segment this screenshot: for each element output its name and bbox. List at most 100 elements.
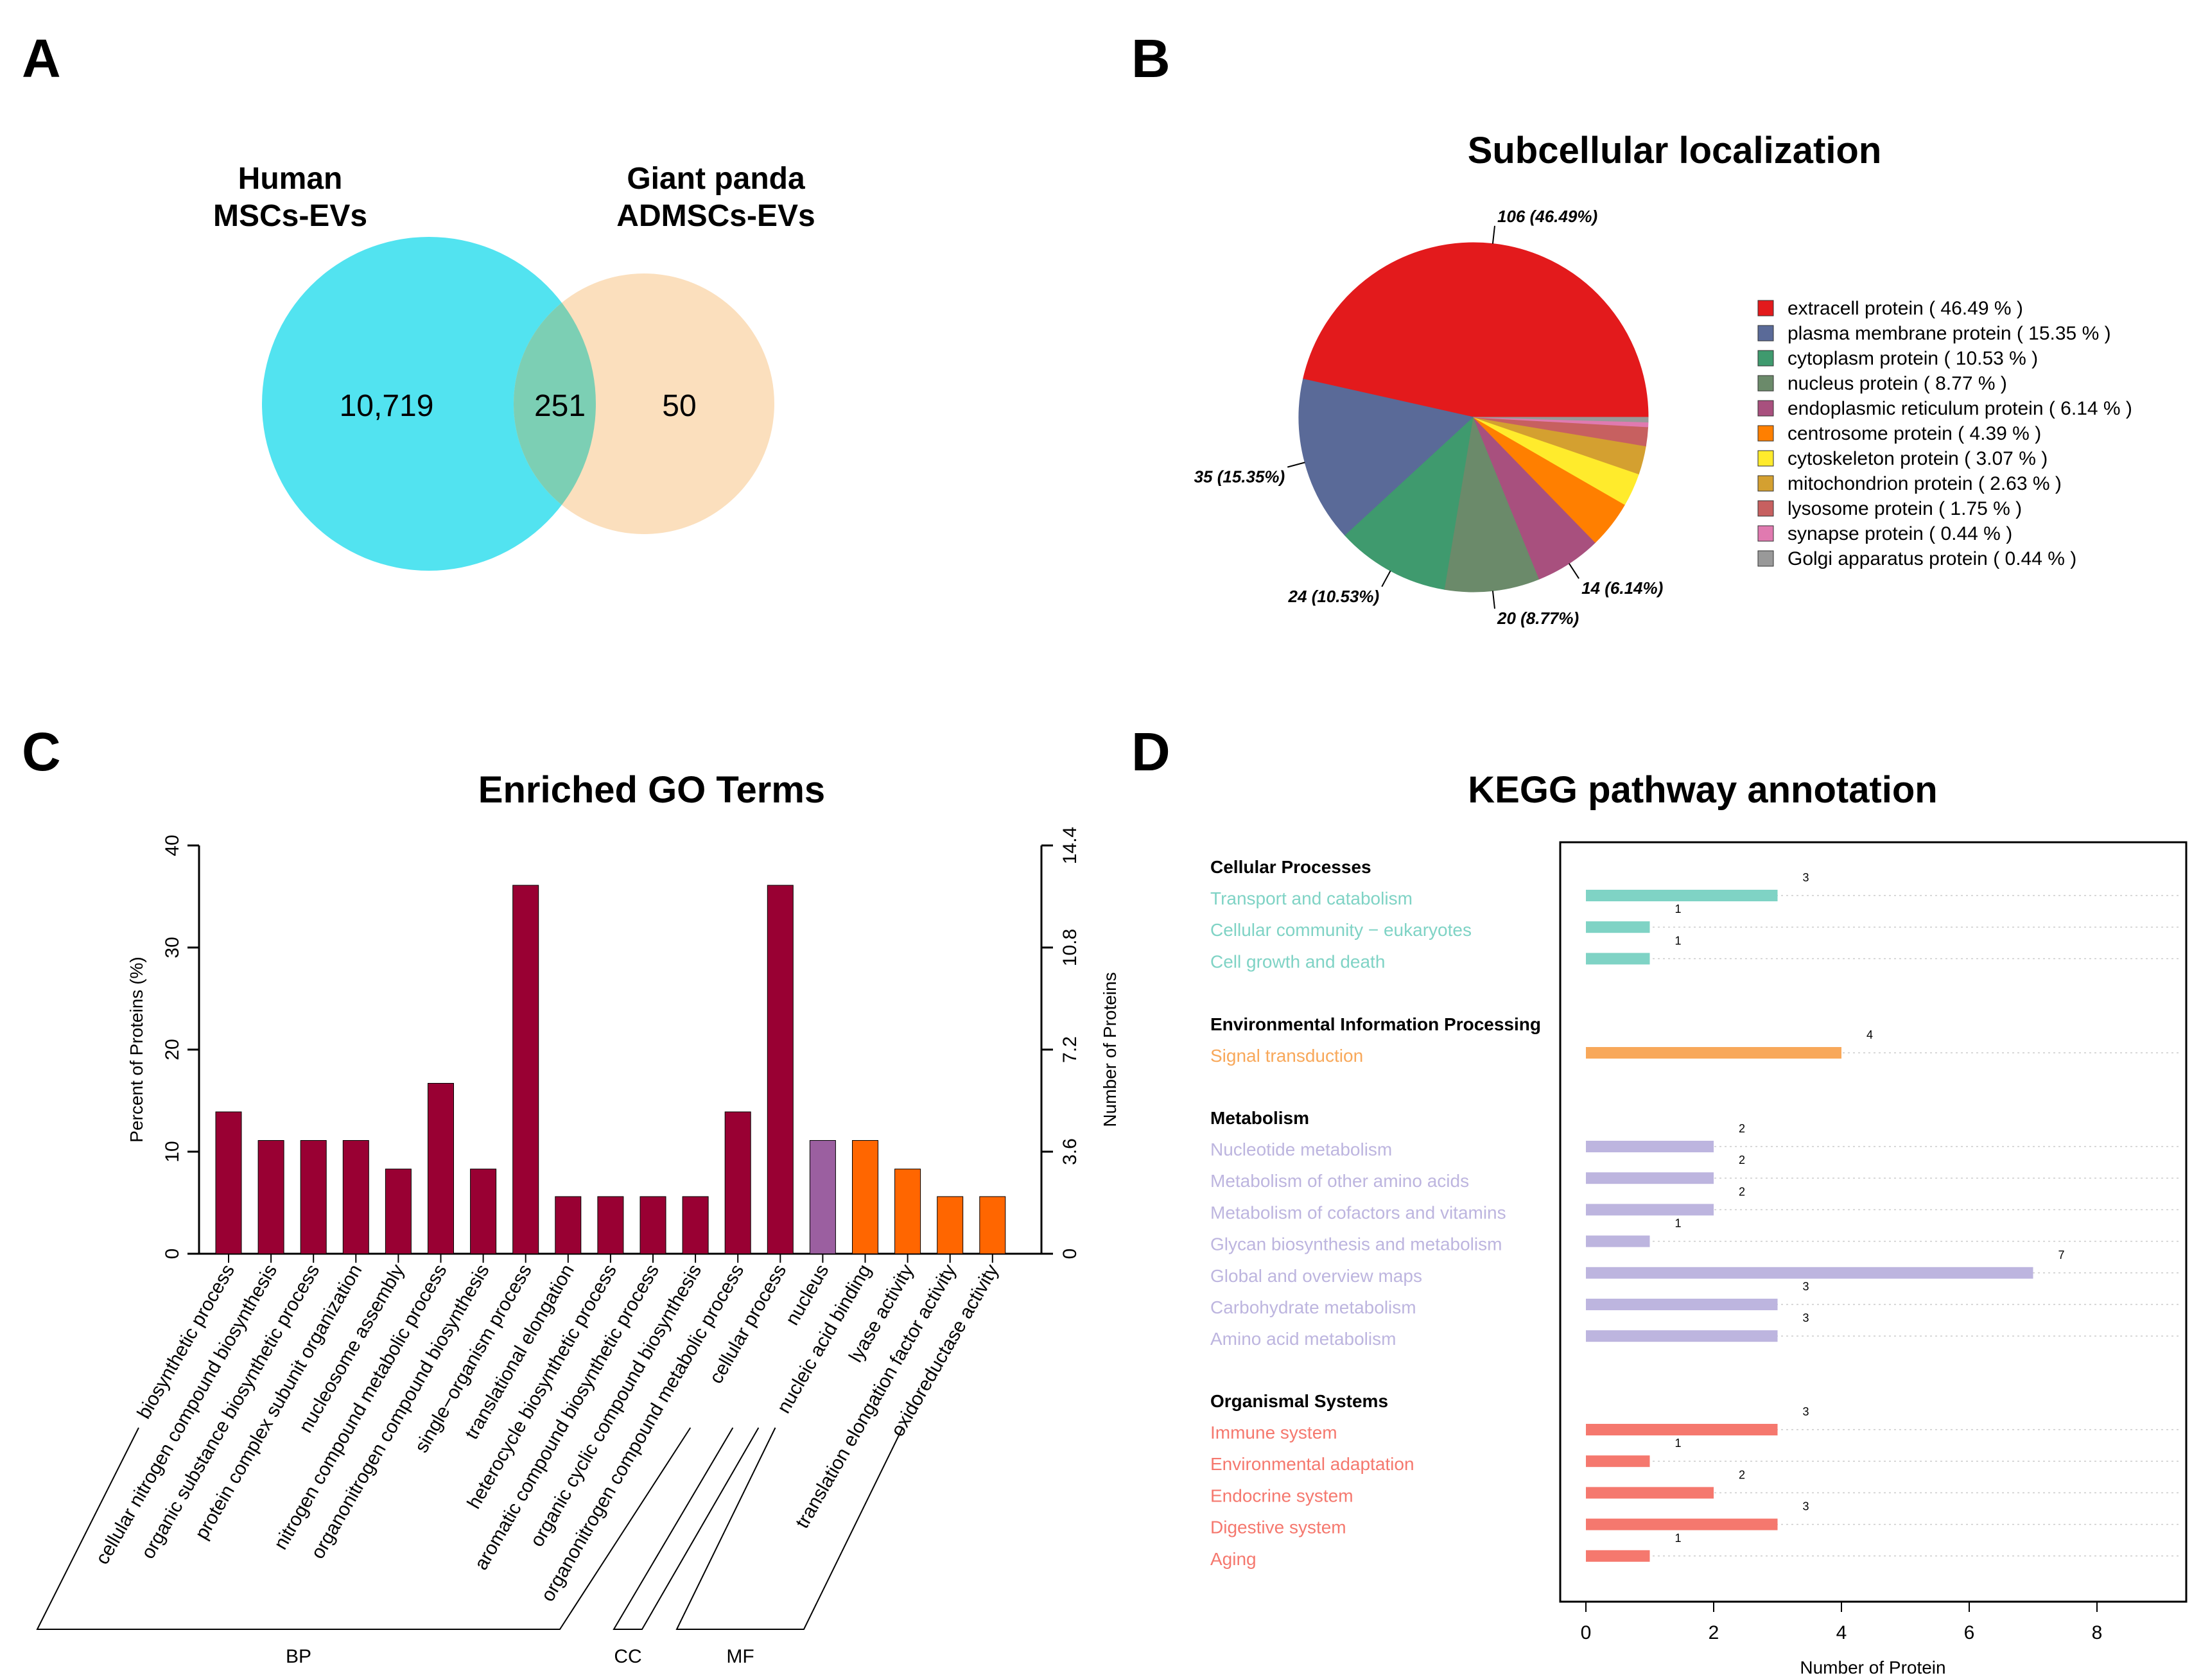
legend-label-extracell-protein: extracell protein ( 46.49 % )	[1788, 298, 2023, 319]
panel-letter-c: C	[22, 722, 61, 782]
go-group-label-bp: BP	[286, 1646, 311, 1667]
kegg-label-carbohydrate-metabolism: Carbohydrate metabolism	[1210, 1297, 1416, 1317]
go-bar-protein-complex-subunit-organization	[342, 1140, 369, 1254]
go-bar-cellular-process	[767, 885, 794, 1254]
kegg-label-metabolism-of-other-amino-acids: Metabolism of other amino acids	[1210, 1171, 1469, 1191]
go-y2tick-label: 0	[1059, 1249, 1081, 1260]
pie-label-extracell-protein: 106 (46.49%)	[1497, 207, 1597, 226]
legend-swatch-lysosome-protein	[1757, 500, 1774, 517]
go-bar-chart: 0 0 10 3.6 20 7.2 30 10.8 40 14.4 Percent of Prote…	[36, 827, 1120, 1667]
panel-letter-d: D	[1131, 722, 1170, 782]
kegg-value-transport-and-catabolism: 3	[1802, 871, 1809, 884]
kegg-xtick-label: 4	[1836, 1622, 1847, 1643]
panel-letter-a: A	[22, 28, 61, 89]
kegg-value-signal-transduction: 4	[1866, 1028, 1873, 1041]
legend-label-synapse-protein: synapse protein ( 0.44 % )	[1788, 523, 2012, 544]
kegg-plot-frame	[1559, 841, 2188, 1603]
kegg-bar-aging	[1586, 1550, 1650, 1562]
legend-label-mitochondrion-protein: mitochondrion protein ( 2.63 % )	[1788, 473, 2062, 494]
kegg-label-global-and-overview-maps: Global and overview maps	[1210, 1266, 1422, 1286]
kegg-group-environmental-information-processing: Environmental Information Processing	[1210, 1014, 1541, 1034]
go-bar-nitrogen-compound-metabolic-process	[428, 1082, 454, 1254]
kegg-label-cell-growth-and-death: Cell growth and death	[1210, 951, 1385, 971]
go-ytick-label: 10	[162, 1141, 183, 1162]
kegg-group-organismal-systems: Organismal Systems	[1210, 1391, 1388, 1411]
kegg-label-metabolism-of-cofactors-and-vitamins: Metabolism of cofactors and vitamins	[1210, 1202, 1506, 1222]
kegg-value-carbohydrate-metabolism: 3	[1802, 1280, 1809, 1293]
go-bar-translation-elongation-factor-activity	[937, 1196, 964, 1254]
kegg-label-digestive-system: Digestive system	[1210, 1518, 1346, 1537]
go-y2tick-label: 7.2	[1059, 1036, 1081, 1063]
venn-left-label-line1: Human	[238, 162, 343, 196]
pie-label-endoplasmic-reticulum-protein: 14 (6.14%)	[1581, 578, 1663, 598]
go-bar-biosynthetic-process	[215, 1111, 242, 1254]
legend-label-centrosome-protein: centrosome protein ( 4.39 % )	[1788, 423, 2041, 444]
venn-right-count: 50	[662, 389, 696, 423]
go-bar-organonitrogen-compound-biosynthesis	[470, 1168, 497, 1254]
kegg-label-immune-system: Immune system	[1210, 1423, 1337, 1442]
kegg-xlabel: Number of Protein	[1800, 1658, 1945, 1677]
pie-title: Subcellular localization	[1468, 130, 1882, 171]
kegg-label-environmental-adaptation: Environmental adaptation	[1210, 1454, 1414, 1474]
venn-left-label-line2: MSCs-EVs	[213, 199, 367, 233]
pie-label-plasma-membrane-protein: 35 (15.35%)	[1194, 467, 1285, 487]
go-bar-single-organism-process	[512, 885, 539, 1254]
legend-swatch-plasma-membrane-protein	[1757, 325, 1774, 342]
kegg-bar-chart: 0 2 4 6 8 Number of Protein Cellular Processes…	[1210, 841, 2188, 1677]
kegg-label-glycan-biosynthesis-and-metabolism: Glycan biosynthesis and metabolism	[1210, 1234, 1502, 1254]
kegg-bar-endocrine-system	[1586, 1487, 1714, 1499]
legend-swatch-cytoskeleton-protein	[1757, 450, 1774, 467]
legend-label-golgi-apparatus-protein: Golgi apparatus protein ( 0.44 % )	[1788, 548, 2076, 569]
kegg-value-metabolism-of-cofactors-and-vitamins: 2	[1739, 1185, 1745, 1198]
kegg-bar-immune-system	[1586, 1424, 1778, 1435]
go-group-label-cc: CC	[614, 1646, 641, 1667]
go-bar-nucleosome-assembly	[385, 1168, 412, 1254]
kegg-bar-global-and-overview-maps	[1586, 1267, 2033, 1279]
pie-label-nucleus-protein: 20 (8.77%)	[1497, 609, 1579, 628]
go-ytick-label: 0	[162, 1249, 183, 1260]
kegg-label-endocrine-system: Endocrine system	[1210, 1485, 1353, 1505]
kegg-xtick-label: 8	[2092, 1622, 2103, 1643]
legend-swatch-synapse-protein	[1757, 525, 1774, 542]
kegg-bar-nucleotide-metabolism	[1586, 1141, 1714, 1152]
legend-swatch-centrosome-protein	[1757, 425, 1774, 442]
legend-label-nucleus-protein: nucleus protein ( 8.77 % )	[1788, 373, 2007, 394]
kegg-group-metabolism: Metabolism	[1210, 1108, 1309, 1128]
kegg-value-cellular-community-eukaryotes: 1	[1675, 903, 1681, 915]
venn-left-count: 10,719	[340, 389, 434, 423]
pie-label-cytoplasm-protein: 24 (10.53%)	[1288, 587, 1380, 606]
go-y2tick-label: 3.6	[1059, 1138, 1081, 1165]
go-group-label-mf: MF	[726, 1646, 754, 1667]
pie-leader-plasma-membrane-protein	[1287, 462, 1305, 468]
legend-swatch-nucleus-protein	[1757, 375, 1774, 392]
go-bar-heterocycle-biosynthetic-process	[597, 1196, 624, 1254]
pie-leader-cytoplasm-protein	[1381, 570, 1391, 587]
kegg-label-aging: Aging	[1210, 1549, 1257, 1569]
go-bar-aromatic-compound-biosynthetic-process	[639, 1196, 666, 1254]
go-ytick-label: 40	[162, 835, 183, 856]
kegg-bar-cell-growth-and-death	[1586, 953, 1650, 965]
kegg-xtick-label: 2	[1709, 1622, 1719, 1643]
go-y2tick-label: 14.4	[1059, 827, 1081, 864]
venn-right-label-line2: ADMSCs-EVs	[616, 199, 815, 233]
kegg-bar-digestive-system	[1586, 1518, 1778, 1530]
kegg-bar-metabolism-of-other-amino-acids	[1586, 1172, 1714, 1184]
venn-circle-human	[262, 237, 596, 571]
kegg-group-cellular-processes: Cellular Processes	[1210, 857, 1371, 877]
go-group-bracket-mf	[675, 1427, 903, 1630]
legend-swatch-golgi-apparatus-protein	[1757, 550, 1774, 567]
go-bar-organic-cyclic-compound-biosynthesis	[682, 1196, 709, 1254]
venn-right-label-line1: Giant panda	[627, 162, 805, 196]
kegg-value-nucleotide-metabolism: 2	[1739, 1122, 1745, 1135]
go-group-bracket-cc	[613, 1427, 760, 1630]
kegg-label-cellular-community-eukaryotes: Cellular community − eukaryotes	[1210, 920, 1472, 940]
kegg-label-signal-transduction: Signal transduction	[1210, 1046, 1363, 1066]
kegg-value-endocrine-system: 2	[1739, 1468, 1745, 1481]
kegg-bar-glycan-biosynthesis-and-metabolism	[1586, 1235, 1650, 1247]
pie-legend: extracell protein ( 46.49 % ) plasma memb…	[1757, 298, 2132, 569]
go-bar-organonitrogen-compound-metabolic-process	[724, 1111, 751, 1254]
go-bar-nucleic-acid-binding	[852, 1140, 878, 1254]
venn-diagram: Human MSCs-EVs Giant panda ADMSCs-EVs 10…	[213, 162, 815, 571]
go-y2label: Number of Proteins	[1100, 972, 1120, 1127]
